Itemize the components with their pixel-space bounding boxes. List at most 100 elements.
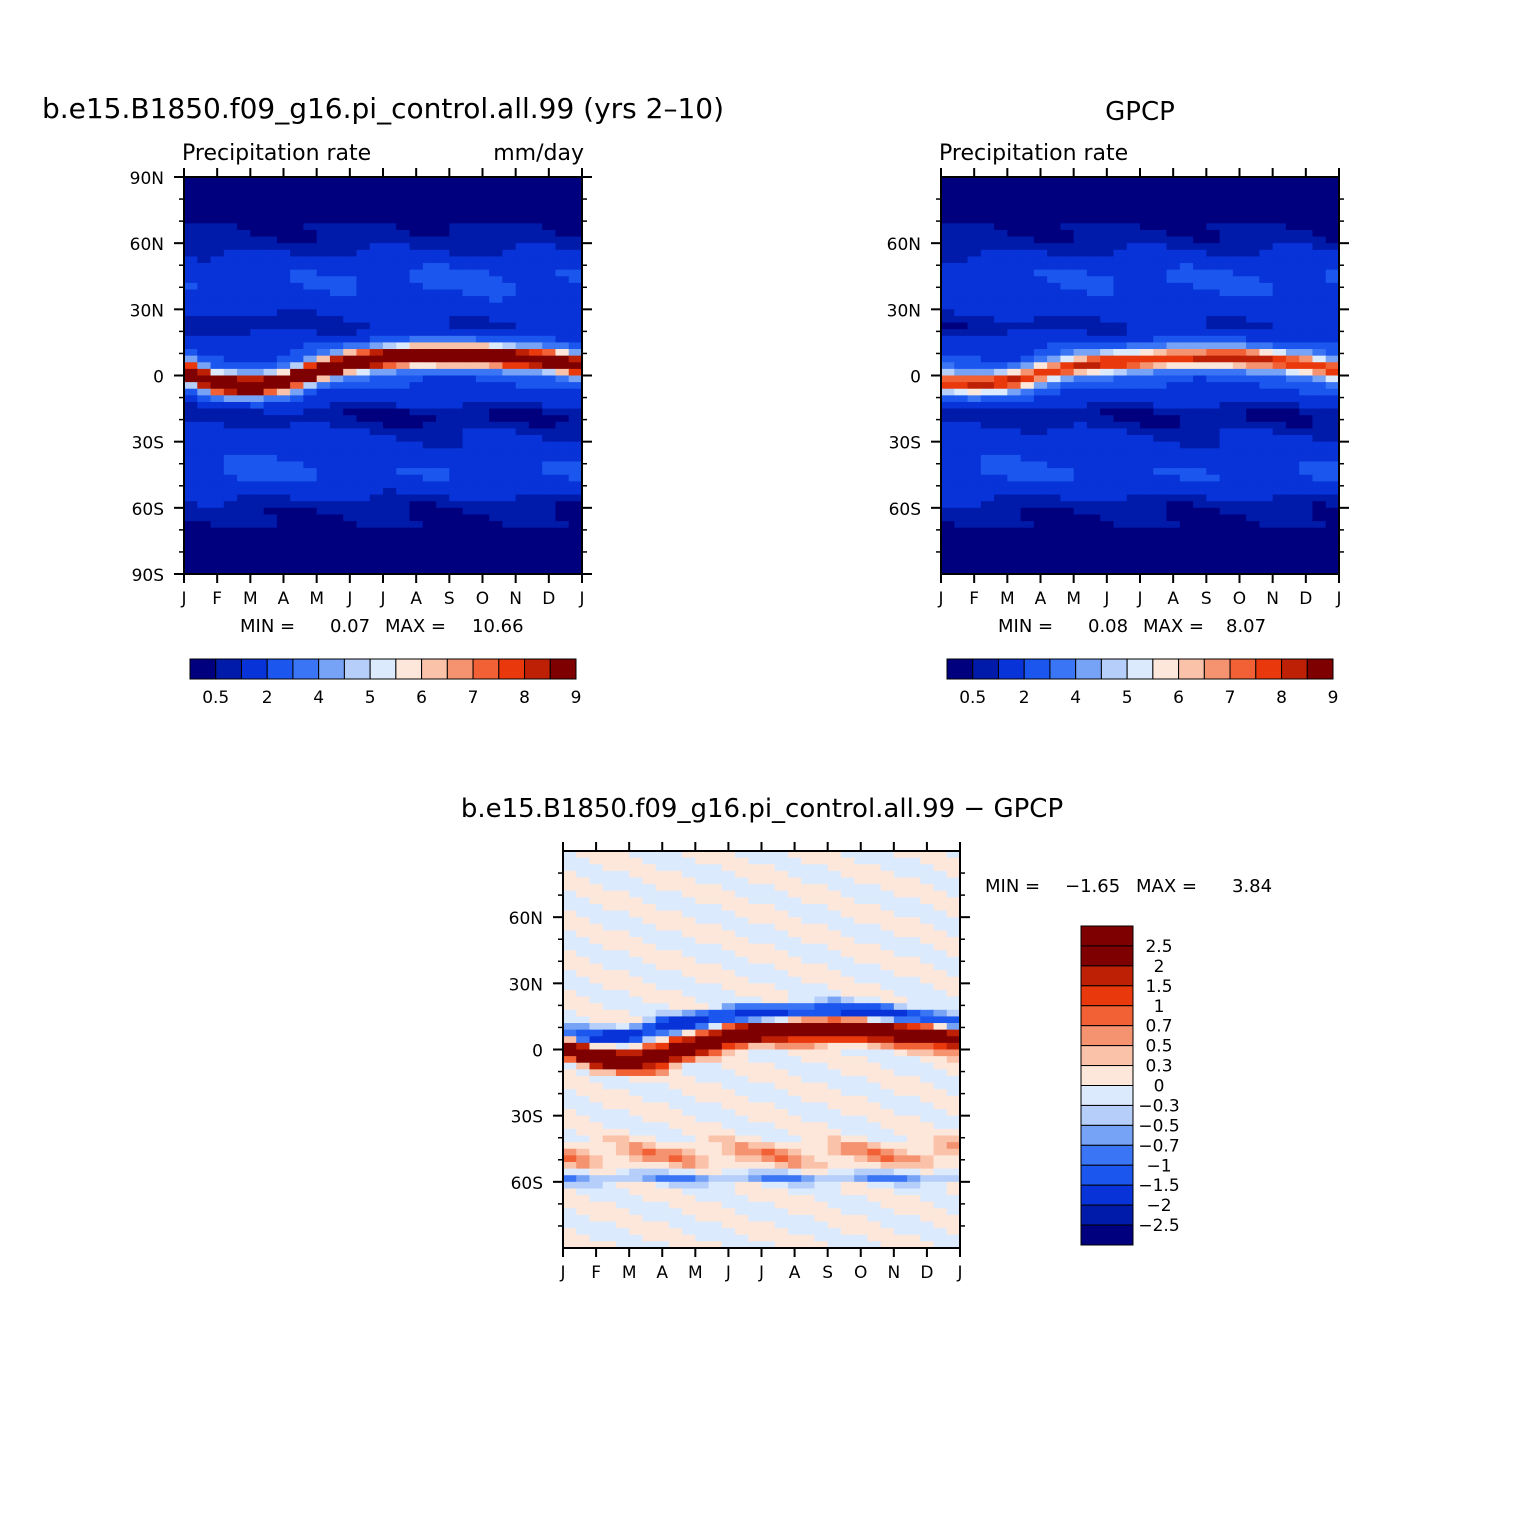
contour-cell <box>1325 474 1339 482</box>
contour-cell <box>1047 415 1061 423</box>
contour-cell <box>1272 514 1287 522</box>
contour-cell <box>1312 210 1327 218</box>
contour-cell <box>250 229 265 238</box>
contour-cell <box>489 263 503 271</box>
contour-cell <box>210 183 225 191</box>
contour-cell <box>263 534 278 542</box>
contour-cell <box>801 970 816 978</box>
colorbar-box <box>1255 658 1283 680</box>
contour-cell <box>502 408 517 416</box>
contour-cell <box>1325 421 1339 430</box>
model-title: b.e15.B1850.f09_g16.pi_control.all.99 (y… <box>42 92 724 125</box>
contour-cell <box>223 229 238 238</box>
contour-cell <box>967 474 982 482</box>
contour-cell <box>1219 349 1234 357</box>
contour-cell <box>303 395 318 403</box>
contour-cell <box>967 507 982 516</box>
y-tick-label: 30S <box>889 434 921 454</box>
contour-cell <box>462 481 477 489</box>
contour-cell <box>933 903 948 912</box>
contour-cell <box>1153 408 1168 416</box>
contour-cell <box>1259 382 1274 390</box>
contour-cell <box>602 930 617 938</box>
contour-cell <box>489 567 503 574</box>
contour-cell <box>356 388 371 396</box>
model-subtitle-left: Precipitation rate <box>182 141 371 166</box>
contour-cell <box>1219 229 1234 238</box>
contour-cell <box>1232 401 1247 410</box>
contour-cell <box>1206 514 1221 522</box>
contour-cell <box>263 289 278 297</box>
contour-cell <box>1100 355 1115 363</box>
contour-cell <box>237 236 251 244</box>
contour-cell <box>708 1003 723 1011</box>
contour-cell <box>1100 435 1115 443</box>
contour-cell <box>250 236 265 244</box>
contour-cell <box>1285 401 1300 410</box>
contour-cell <box>933 890 948 898</box>
contour-cell <box>515 249 530 257</box>
contour-cell <box>502 289 517 297</box>
contour-cell <box>642 937 657 945</box>
contour-cell <box>1166 349 1181 357</box>
contour-cell <box>880 884 895 892</box>
contour-cell <box>343 501 358 509</box>
contour-cell <box>568 540 582 549</box>
contour-cell <box>954 534 969 542</box>
contour-cell <box>735 864 749 872</box>
contour-cell <box>223 256 238 264</box>
panel-model: b.e15.B1850.f09_g16.pi_control.all.99 (y… <box>42 92 724 708</box>
contour-cell <box>954 474 969 482</box>
contour-cell <box>1219 408 1234 416</box>
contour-cell <box>356 342 371 350</box>
contour-cell <box>237 494 251 502</box>
contour-cell <box>1232 296 1247 304</box>
contour-cell <box>954 355 969 363</box>
contour-cell <box>1193 196 1207 205</box>
contour-cell <box>489 276 503 284</box>
contour-cell <box>1060 329 1075 337</box>
contour-cell <box>1060 401 1075 410</box>
contour-cell <box>695 1042 710 1051</box>
contour-cell <box>555 315 570 324</box>
contour-cell <box>814 890 829 898</box>
contour-cell <box>1285 547 1300 555</box>
contour-cell <box>409 454 424 463</box>
contour-cell <box>1193 335 1207 344</box>
contour-cell <box>316 236 331 244</box>
contour-cell <box>1312 355 1327 363</box>
contour-cell <box>946 870 960 879</box>
contour-cell <box>396 322 411 330</box>
contour-cell <box>1219 315 1234 324</box>
contour-cell <box>555 560 570 568</box>
contour-cell <box>941 494 955 502</box>
contour-cell <box>1312 276 1327 284</box>
contour-cell <box>1073 203 1088 211</box>
contour-cell <box>1259 229 1274 238</box>
contour-cell <box>237 269 251 277</box>
contour-cell <box>489 368 503 377</box>
contour-cell <box>1113 249 1128 257</box>
contour-cell <box>655 903 670 912</box>
contour-cell <box>840 956 855 965</box>
contour-cell <box>343 349 358 357</box>
contour-cell <box>1126 210 1141 218</box>
contour-cell <box>1153 349 1168 357</box>
contour-cell <box>967 355 982 363</box>
contour-cell <box>1179 521 1194 529</box>
contour-cell <box>576 917 591 925</box>
contour-cell <box>1206 203 1221 211</box>
contour-cell <box>1325 521 1339 529</box>
contour-cell <box>475 375 490 383</box>
contour-cell <box>515 421 530 430</box>
contour-cell <box>629 870 643 879</box>
contour-cell <box>1126 302 1141 310</box>
contour-cell <box>475 527 490 535</box>
contour-cell <box>1153 276 1168 284</box>
contour-cell <box>1007 236 1022 244</box>
contour-cell <box>814 1082 829 1090</box>
contour-cell <box>1272 554 1287 562</box>
contour-cell <box>329 567 344 574</box>
contour-cell <box>329 494 344 502</box>
contour-cell <box>920 956 935 965</box>
